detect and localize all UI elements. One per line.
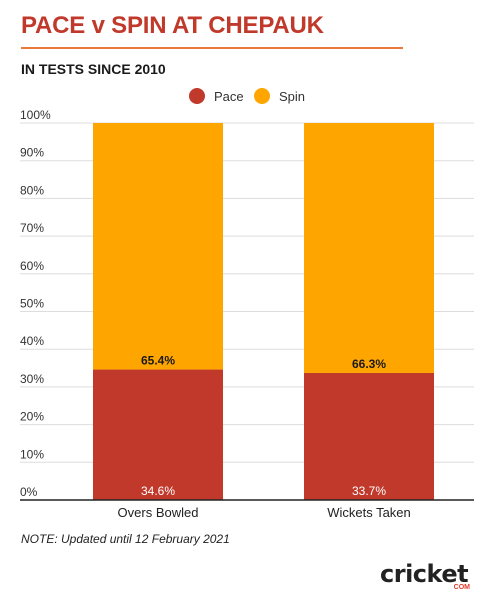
logo-wordmark: cricket bbox=[380, 560, 469, 588]
chart-title: PACE v SPIN AT CHEPAUK bbox=[21, 12, 324, 39]
data-label-spin: 66.3% bbox=[352, 357, 386, 371]
y-tick-label: 70% bbox=[20, 221, 44, 235]
title-underline bbox=[21, 47, 403, 49]
y-tick-label: 80% bbox=[20, 183, 44, 197]
cricket-com-logo: cricket COM bbox=[380, 560, 476, 594]
bar-pace bbox=[93, 369, 223, 500]
y-tick-label: 10% bbox=[20, 447, 44, 461]
data-label-pace: 33.7% bbox=[352, 484, 386, 498]
x-category-label: Overs Bowled bbox=[118, 505, 199, 520]
y-tick-label: 50% bbox=[20, 297, 44, 311]
logo-suffix: COM bbox=[453, 584, 470, 591]
footnote: NOTE: Updated until 12 February 2021 bbox=[21, 532, 230, 546]
x-category-label: Wickets Taken bbox=[327, 505, 411, 520]
legend-label-pace: Pace bbox=[214, 88, 244, 104]
y-tick-label: 0% bbox=[20, 485, 38, 499]
legend-swatch-pace bbox=[189, 88, 205, 104]
y-tick-label: 90% bbox=[20, 146, 44, 160]
bar-spin bbox=[304, 123, 434, 373]
data-label-spin: 65.4% bbox=[141, 354, 175, 368]
legend-label-spin: Spin bbox=[279, 88, 306, 104]
y-tick-label: 40% bbox=[20, 334, 44, 348]
bar-spin bbox=[93, 123, 223, 370]
y-tick-label: 20% bbox=[20, 410, 44, 424]
y-tick-label: 60% bbox=[20, 259, 44, 273]
y-tick-label: 100% bbox=[20, 108, 51, 122]
data-label-pace: 34.6% bbox=[141, 484, 175, 498]
bar-pace bbox=[304, 372, 434, 500]
legend-item-pace: Pace bbox=[189, 88, 244, 104]
y-tick-label: 30% bbox=[20, 372, 44, 386]
legend-swatch-spin bbox=[254, 88, 270, 104]
chart-subtitle: IN TESTS SINCE 2010 bbox=[21, 61, 166, 77]
chart-legend: Pace Spin bbox=[0, 88, 500, 108]
legend-item-spin: Spin bbox=[254, 88, 305, 104]
